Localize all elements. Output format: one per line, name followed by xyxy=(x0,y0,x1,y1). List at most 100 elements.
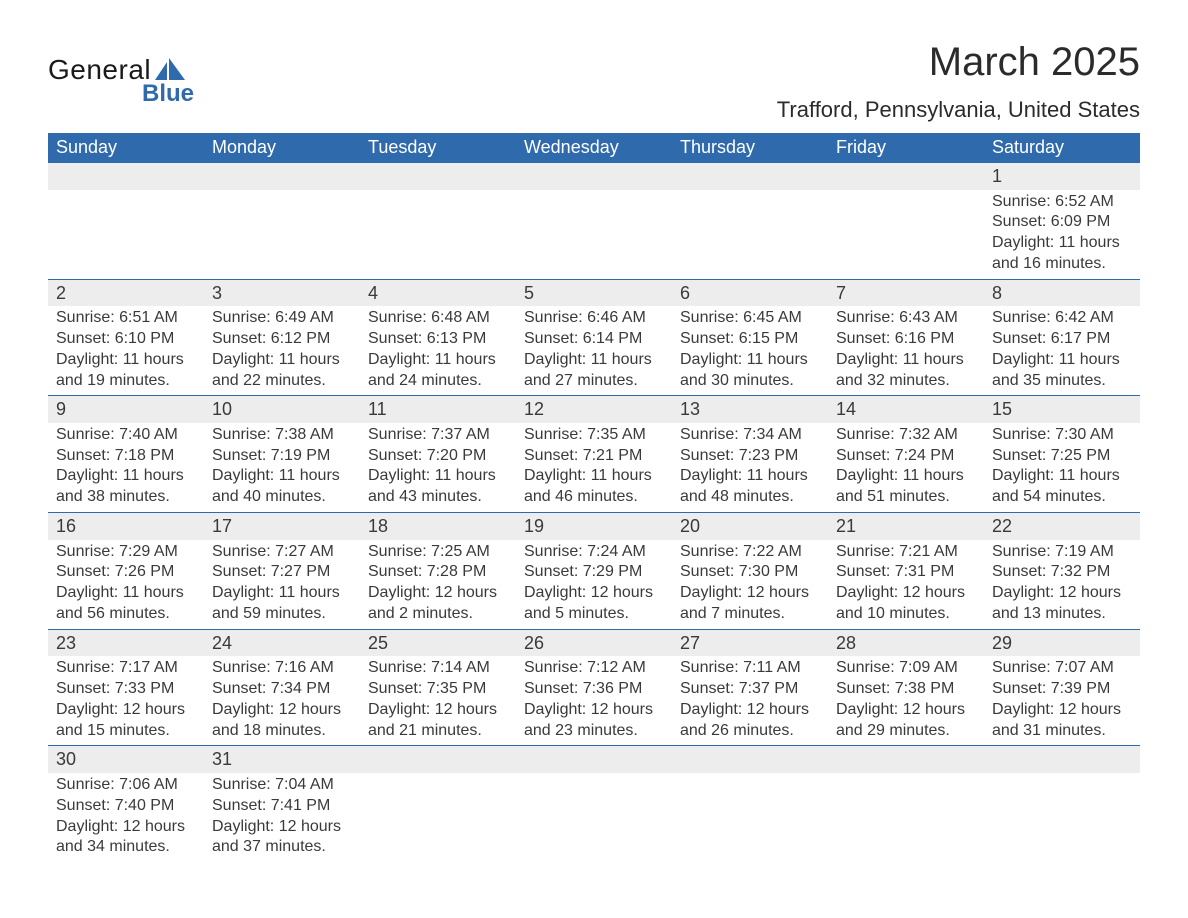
day-number-cell xyxy=(984,746,1140,773)
day-number-cell xyxy=(360,746,516,773)
day-content-cell: Sunrise: 7:25 AMSunset: 7:28 PMDaylight:… xyxy=(360,540,516,630)
calendar-content-row: Sunrise: 7:29 AMSunset: 7:26 PMDaylight:… xyxy=(48,540,1140,630)
day-number-cell: 20 xyxy=(672,513,828,540)
calendar-content-row: Sunrise: 6:51 AMSunset: 6:10 PMDaylight:… xyxy=(48,306,1140,396)
page-title: March 2025 xyxy=(777,40,1140,85)
day-content-cell: Sunrise: 7:38 AMSunset: 7:19 PMDaylight:… xyxy=(204,423,360,513)
day-number-cell: 10 xyxy=(204,396,360,423)
day-content-cell: Sunrise: 7:17 AMSunset: 7:33 PMDaylight:… xyxy=(48,656,204,746)
day-content-cell xyxy=(672,773,828,862)
calendar-content-row: Sunrise: 7:17 AMSunset: 7:33 PMDaylight:… xyxy=(48,656,1140,746)
day-number-cell: 23 xyxy=(48,629,204,656)
day-content-cell: Sunrise: 7:40 AMSunset: 7:18 PMDaylight:… xyxy=(48,423,204,513)
day-content-cell: Sunrise: 7:07 AMSunset: 7:39 PMDaylight:… xyxy=(984,656,1140,746)
day-content-cell: Sunrise: 7:34 AMSunset: 7:23 PMDaylight:… xyxy=(672,423,828,513)
day-content-cell: Sunrise: 7:14 AMSunset: 7:35 PMDaylight:… xyxy=(360,656,516,746)
col-thursday: Thursday xyxy=(672,133,828,163)
day-content-cell: Sunrise: 6:48 AMSunset: 6:13 PMDaylight:… xyxy=(360,306,516,396)
day-content-cell: Sunrise: 7:32 AMSunset: 7:24 PMDaylight:… xyxy=(828,423,984,513)
calendar-daynum-row: 16171819202122 xyxy=(48,513,1140,540)
day-number-cell: 25 xyxy=(360,629,516,656)
day-content-cell: Sunrise: 7:19 AMSunset: 7:32 PMDaylight:… xyxy=(984,540,1140,630)
day-content-cell: Sunrise: 7:30 AMSunset: 7:25 PMDaylight:… xyxy=(984,423,1140,513)
col-tuesday: Tuesday xyxy=(360,133,516,163)
logo-text-main: General xyxy=(48,54,151,86)
day-content-cell xyxy=(360,773,516,862)
day-number-cell: 27 xyxy=(672,629,828,656)
col-monday: Monday xyxy=(204,133,360,163)
day-content-cell: Sunrise: 7:27 AMSunset: 7:27 PMDaylight:… xyxy=(204,540,360,630)
calendar-daynum-row: 9101112131415 xyxy=(48,396,1140,423)
calendar-daynum-row: 3031 xyxy=(48,746,1140,773)
day-content-cell xyxy=(828,190,984,280)
logo: General Blue xyxy=(48,54,194,108)
day-number-cell: 2 xyxy=(48,279,204,306)
day-number-cell: 24 xyxy=(204,629,360,656)
calendar-daynum-row: 2345678 xyxy=(48,279,1140,306)
day-number-cell xyxy=(360,163,516,190)
calendar-content-row: Sunrise: 6:52 AMSunset: 6:09 PMDaylight:… xyxy=(48,190,1140,280)
day-content-cell xyxy=(204,190,360,280)
day-content-cell xyxy=(360,190,516,280)
day-number-cell: 3 xyxy=(204,279,360,306)
day-content-cell: Sunrise: 7:21 AMSunset: 7:31 PMDaylight:… xyxy=(828,540,984,630)
day-content-cell: Sunrise: 6:46 AMSunset: 6:14 PMDaylight:… xyxy=(516,306,672,396)
calendar-table: Sunday Monday Tuesday Wednesday Thursday… xyxy=(48,133,1140,862)
day-number-cell: 13 xyxy=(672,396,828,423)
day-content-cell: Sunrise: 7:37 AMSunset: 7:20 PMDaylight:… xyxy=(360,423,516,513)
day-number-cell xyxy=(516,746,672,773)
day-number-cell xyxy=(48,163,204,190)
day-number-cell xyxy=(204,163,360,190)
day-number-cell: 6 xyxy=(672,279,828,306)
day-number-cell: 1 xyxy=(984,163,1140,190)
calendar-content-row: Sunrise: 7:06 AMSunset: 7:40 PMDaylight:… xyxy=(48,773,1140,862)
day-content-cell: Sunrise: 7:11 AMSunset: 7:37 PMDaylight:… xyxy=(672,656,828,746)
day-content-cell xyxy=(516,190,672,280)
day-content-cell: Sunrise: 7:12 AMSunset: 7:36 PMDaylight:… xyxy=(516,656,672,746)
day-number-cell: 17 xyxy=(204,513,360,540)
day-content-cell xyxy=(672,190,828,280)
day-content-cell: Sunrise: 7:09 AMSunset: 7:38 PMDaylight:… xyxy=(828,656,984,746)
day-number-cell: 18 xyxy=(360,513,516,540)
day-number-cell: 12 xyxy=(516,396,672,423)
day-number-cell: 21 xyxy=(828,513,984,540)
day-content-cell xyxy=(984,773,1140,862)
day-content-cell: Sunrise: 6:42 AMSunset: 6:17 PMDaylight:… xyxy=(984,306,1140,396)
day-number-cell: 19 xyxy=(516,513,672,540)
calendar-header-row: Sunday Monday Tuesday Wednesday Thursday… xyxy=(48,133,1140,163)
day-content-cell: Sunrise: 6:43 AMSunset: 6:16 PMDaylight:… xyxy=(828,306,984,396)
logo-text-sub: Blue xyxy=(142,80,194,108)
day-number-cell xyxy=(828,746,984,773)
day-number-cell: 30 xyxy=(48,746,204,773)
day-number-cell xyxy=(672,163,828,190)
day-number-cell: 22 xyxy=(984,513,1140,540)
day-number-cell: 9 xyxy=(48,396,204,423)
day-number-cell: 31 xyxy=(204,746,360,773)
page-header: General Blue March 2025 Trafford, Pennsy… xyxy=(48,40,1140,123)
day-content-cell: Sunrise: 6:49 AMSunset: 6:12 PMDaylight:… xyxy=(204,306,360,396)
day-number-cell: 15 xyxy=(984,396,1140,423)
day-content-cell: Sunrise: 6:52 AMSunset: 6:09 PMDaylight:… xyxy=(984,190,1140,280)
col-friday: Friday xyxy=(828,133,984,163)
day-content-cell: Sunrise: 6:45 AMSunset: 6:15 PMDaylight:… xyxy=(672,306,828,396)
day-number-cell xyxy=(672,746,828,773)
day-number-cell xyxy=(828,163,984,190)
day-number-cell: 14 xyxy=(828,396,984,423)
calendar-daynum-row: 23242526272829 xyxy=(48,629,1140,656)
day-content-cell xyxy=(516,773,672,862)
page-subtitle: Trafford, Pennsylvania, United States xyxy=(777,97,1140,123)
day-content-cell: Sunrise: 7:22 AMSunset: 7:30 PMDaylight:… xyxy=(672,540,828,630)
day-content-cell: Sunrise: 7:16 AMSunset: 7:34 PMDaylight:… xyxy=(204,656,360,746)
day-number-cell: 7 xyxy=(828,279,984,306)
day-number-cell: 5 xyxy=(516,279,672,306)
day-number-cell: 11 xyxy=(360,396,516,423)
day-content-cell xyxy=(48,190,204,280)
col-sunday: Sunday xyxy=(48,133,204,163)
title-block: March 2025 Trafford, Pennsylvania, Unite… xyxy=(777,40,1140,123)
day-number-cell: 26 xyxy=(516,629,672,656)
calendar-content-row: Sunrise: 7:40 AMSunset: 7:18 PMDaylight:… xyxy=(48,423,1140,513)
day-content-cell: Sunrise: 7:35 AMSunset: 7:21 PMDaylight:… xyxy=(516,423,672,513)
col-saturday: Saturday xyxy=(984,133,1140,163)
day-content-cell: Sunrise: 7:06 AMSunset: 7:40 PMDaylight:… xyxy=(48,773,204,862)
day-number-cell: 16 xyxy=(48,513,204,540)
